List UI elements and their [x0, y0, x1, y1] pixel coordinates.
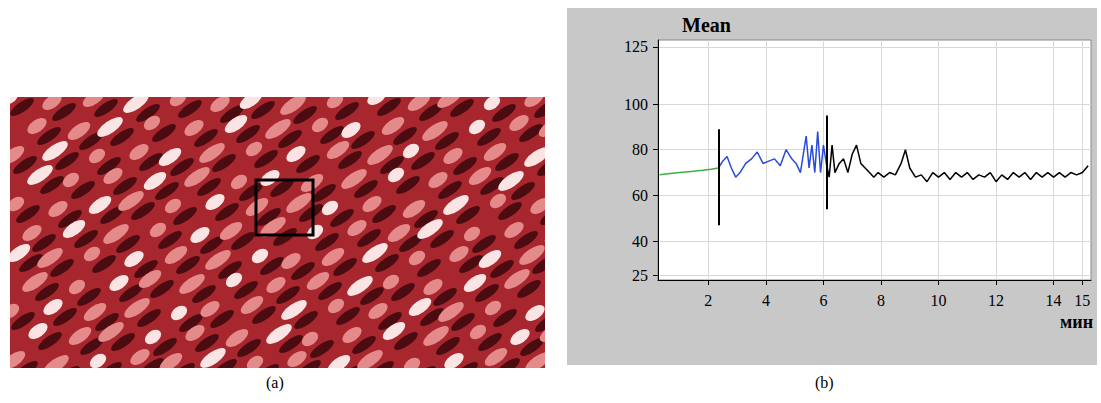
svg-text:60: 60	[632, 187, 648, 204]
svg-text:25: 25	[632, 267, 648, 284]
html-text:(a): (a)	[266, 374, 284, 391]
svg-text:10: 10	[931, 292, 947, 309]
svg-text:125: 125	[624, 38, 648, 55]
svg-text:8: 8	[877, 292, 885, 309]
svg-text:100: 100	[624, 96, 648, 113]
svg-text:14: 14	[1046, 292, 1062, 309]
svg-text:Mean: Mean	[682, 14, 731, 36]
svg-text:12: 12	[988, 292, 1004, 309]
svg-text:мин: мин	[1060, 312, 1093, 332]
html-text:(b): (b)	[815, 374, 834, 391]
svg-text:4: 4	[762, 292, 770, 309]
svg-text:80: 80	[632, 141, 648, 158]
svg-text:2: 2	[704, 292, 712, 309]
svg-text:15: 15	[1074, 292, 1090, 309]
svg-text:40: 40	[632, 233, 648, 250]
svg-text:6: 6	[819, 292, 827, 309]
